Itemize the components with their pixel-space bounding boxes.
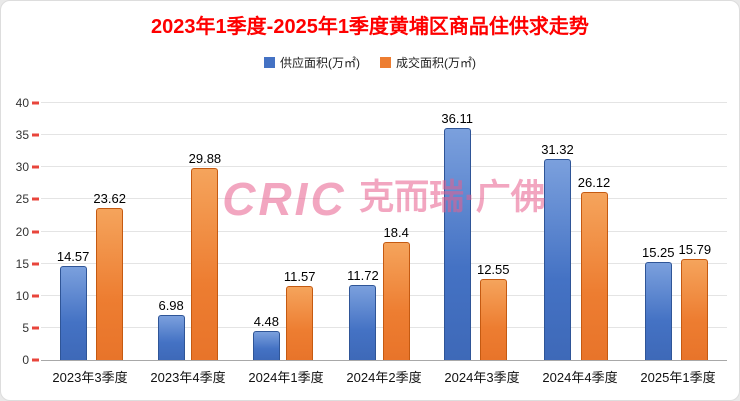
bar-wrap: 18.4 (382, 103, 410, 360)
bar-value-label: 23.62 (93, 191, 126, 207)
chart-title: 2023年1季度-2025年1季度黄埔区商品住供求走势 (151, 16, 589, 38)
bar-value-label: 18.4 (383, 224, 409, 240)
legend-label-supply: 供应面积(万㎡) (280, 56, 360, 70)
bar-supply (59, 266, 87, 360)
bar-supply (252, 331, 280, 360)
x-axis-label: 2023年3季度 (52, 370, 128, 385)
bar-wrap: 36.11 (441, 103, 473, 360)
gridline (41, 198, 727, 200)
x-axis-label: 2023年4季度 (150, 370, 226, 385)
bar-group: 6.98 29.88 (157, 103, 222, 360)
bar-group: 14.57 23.62 (57, 103, 126, 360)
bar-value-label: 12.55 (476, 262, 510, 278)
bar-wrap: 15.79 (678, 103, 712, 360)
y-tick-mark (32, 165, 39, 169)
bar-supply (443, 128, 471, 360)
gridline (41, 166, 727, 168)
y-tick-mark (32, 133, 39, 137)
bar-value-label: 4.48 (253, 314, 280, 330)
bar-wrap: 31.32 (541, 103, 574, 360)
y-tick-label: 5 (22, 320, 29, 335)
bar-value-label: 26.12 (577, 175, 611, 191)
bar-value-label: 14.57 (56, 249, 90, 265)
bar-wrap: 23.62 (93, 103, 126, 360)
y-tick-mark (32, 358, 39, 362)
legend-item-deal: 成交面积(万㎡) (380, 54, 476, 71)
bar-supply (157, 315, 185, 360)
bar-supply (543, 158, 571, 360)
bar-group: 4.48 11.57 (252, 103, 316, 360)
bar-group: 15.25 15.79 (642, 103, 711, 360)
legend-swatch-deal (380, 57, 391, 68)
plot-area: 0 5 10 15 20 25 30 35 40 14.57 23.62 6.98 29.88 4.48 1… (16, 97, 727, 366)
x-axis-label: 2024年4季度 (542, 370, 618, 385)
bar-value-label: 31.32 (541, 141, 574, 157)
plot-grid: 0 5 10 15 20 25 30 35 40 14.57 23.62 6.98 29.88 4.48 1… (16, 97, 727, 366)
bar-groups: 14.57 23.62 6.98 29.88 4.48 11.57 11.72 18.4 36.… (41, 103, 727, 360)
bar-group: 31.32 26.12 (541, 103, 610, 360)
y-tick-label: 35 (15, 128, 29, 143)
y-tick-label: 10 (15, 288, 29, 303)
bar-wrap: 15.25 (642, 103, 675, 360)
x-axis: 2023年3季度 2023年4季度 2024年1季度 2024年2季度 2024年3季度… (41, 367, 727, 386)
bar-value-label: 11.57 (283, 268, 316, 284)
y-tick-mark (32, 230, 39, 233)
bar-value-label: 6.98 (158, 298, 184, 314)
bar-value-label: 36.11 (441, 111, 473, 126)
bar-wrap: 6.98 (157, 103, 185, 360)
y-tick-label: 25 (15, 192, 29, 207)
bar-supply (349, 284, 377, 360)
y-tick-label: 0 (22, 353, 29, 367)
y-tick-label: 15 (15, 256, 29, 271)
y-tick-mark (32, 197, 39, 201)
gridline (41, 230, 727, 232)
y-tick-label: 40 (15, 96, 29, 110)
bar-deal (96, 208, 124, 360)
bar-value-label: 29.88 (188, 151, 222, 167)
bar-deal (681, 258, 709, 360)
x-axis-label: 2024年2季度 (346, 370, 422, 385)
bar-group: 36.11 12.55 (441, 103, 510, 360)
bar-wrap: 11.72 (347, 103, 379, 360)
bar-value-label: 15.25 (641, 245, 675, 261)
y-tick-mark (32, 326, 39, 330)
bar-wrap: 12.55 (477, 103, 510, 360)
legend-label-deal: 成交面积(万㎡) (396, 56, 476, 70)
bar-wrap: 14.57 (56, 103, 90, 360)
bar-deal (580, 192, 608, 360)
y-tick-mark (32, 101, 39, 105)
bar-supply (644, 262, 672, 360)
bar-wrap: 29.88 (188, 103, 222, 360)
bar-deal (479, 279, 507, 360)
bar-deal (191, 168, 219, 360)
bar-value-label: 11.72 (347, 267, 379, 283)
x-axis-label: 2024年1季度 (248, 370, 324, 385)
y-tick-label: 20 (15, 224, 29, 239)
y-tick-mark (32, 294, 39, 298)
chart-legend: 供应面积(万㎡) 成交面积(万㎡) (1, 54, 739, 71)
bar-group: 11.72 18.4 (347, 103, 410, 360)
y-tick-label: 30 (15, 160, 29, 175)
bar-wrap: 4.48 (252, 103, 280, 360)
bar-deal (286, 285, 314, 360)
bar-wrap: 26.12 (577, 103, 611, 360)
bar-wrap: 11.57 (283, 103, 316, 360)
x-axis-label: 2024年3季度 (444, 370, 520, 385)
x-axis-label: 2025年1季度 (640, 370, 716, 385)
gridline (41, 102, 727, 103)
legend-swatch-supply (264, 57, 275, 68)
legend-item-supply: 供应面积(万㎡) (264, 54, 360, 71)
y-tick-mark (32, 262, 39, 266)
gridline (41, 134, 727, 136)
bar-deal (382, 241, 410, 360)
bar-value-label: 15.79 (678, 241, 712, 257)
